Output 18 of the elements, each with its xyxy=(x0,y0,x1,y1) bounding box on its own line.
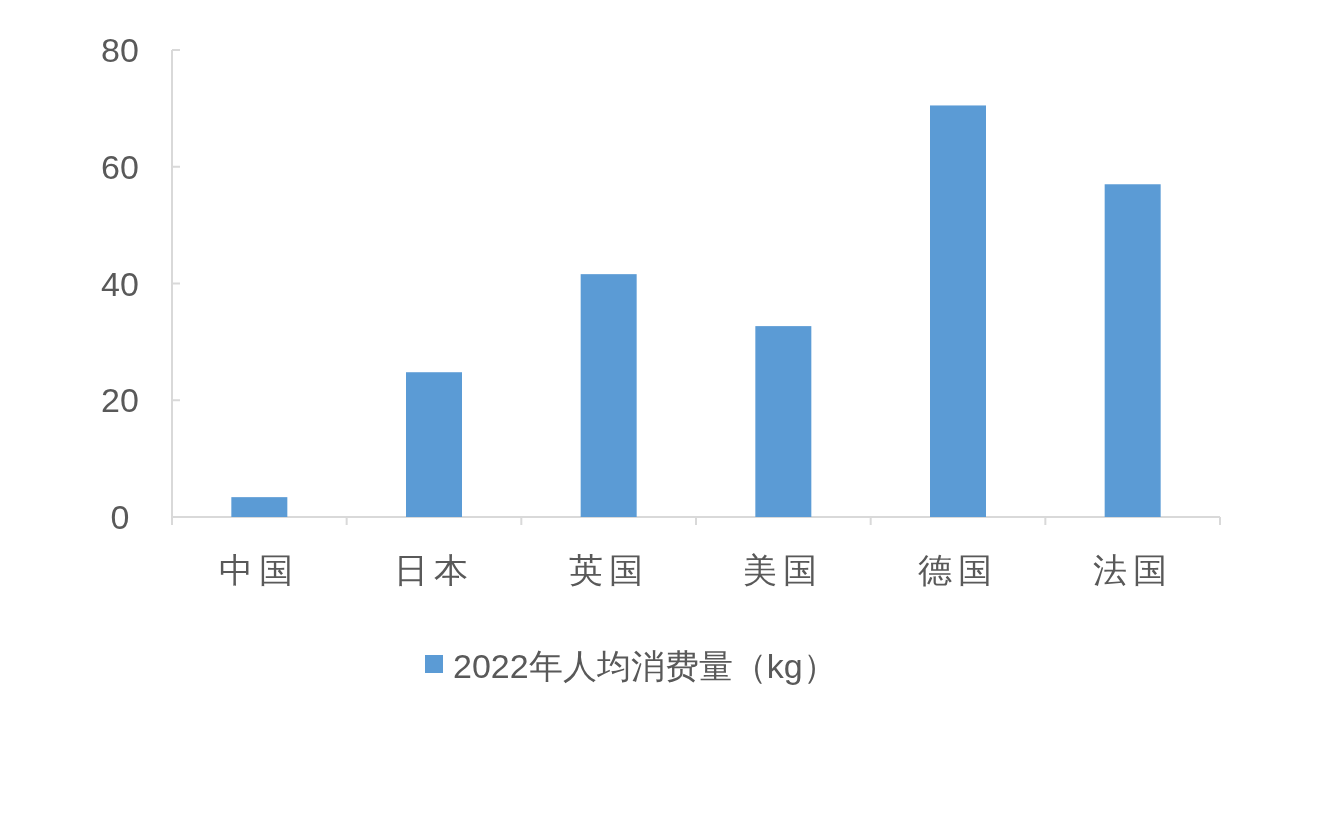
y-tick-label: 40 xyxy=(101,264,139,303)
x-tick-label: 中国 xyxy=(219,551,300,589)
x-tick-label: 日本 xyxy=(394,551,474,589)
bar xyxy=(231,497,288,517)
x-tick-label: 法国 xyxy=(1092,551,1173,589)
legend-label: 2022年人均消费量（kg） xyxy=(453,647,837,685)
bar xyxy=(1104,184,1161,517)
bar xyxy=(755,326,812,517)
y-tick-label: 80 xyxy=(101,31,139,69)
bar xyxy=(930,105,986,517)
y-tick-label: 0 xyxy=(110,498,130,536)
x-tick-label: 美国 xyxy=(743,551,824,589)
x-tick-label: 英国 xyxy=(568,551,649,589)
bar xyxy=(580,274,637,517)
y-tick-label: 60 xyxy=(101,147,139,186)
y-tick-label: 20 xyxy=(101,381,139,420)
bar xyxy=(406,372,462,517)
x-tick-label: 德国 xyxy=(918,551,998,589)
